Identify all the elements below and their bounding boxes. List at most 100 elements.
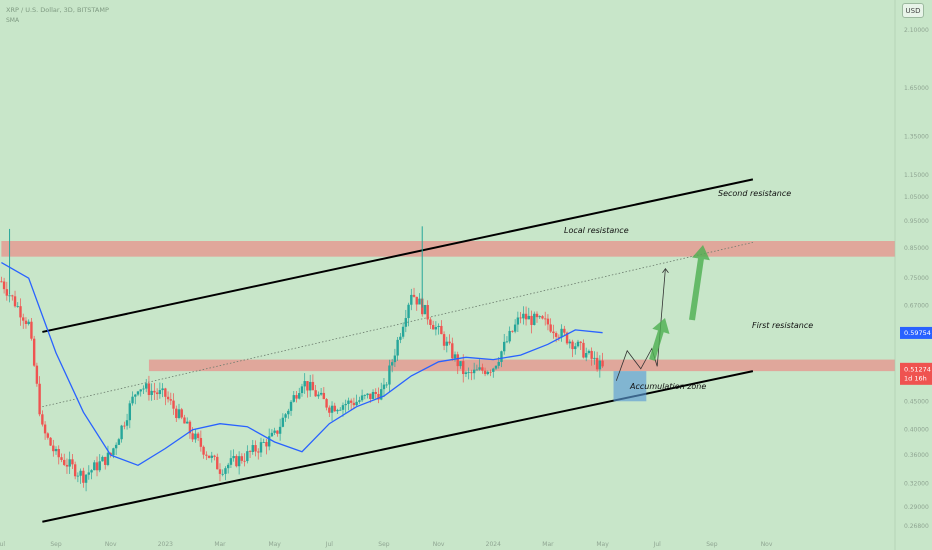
candle-body bbox=[0, 281, 3, 283]
candle-body bbox=[57, 448, 60, 458]
sma-layer bbox=[1, 262, 603, 467]
candle-body bbox=[399, 336, 402, 340]
candle-body bbox=[27, 321, 30, 325]
y-tick-label: 0.40000 bbox=[904, 427, 929, 434]
y-tick-label: 0.32000 bbox=[904, 480, 929, 487]
candle-body bbox=[68, 459, 71, 467]
candle-body bbox=[380, 389, 383, 400]
currency-button[interactable]: USD bbox=[902, 3, 924, 18]
x-tick-label: 2023 bbox=[158, 541, 173, 548]
indicator-title: SMA bbox=[6, 17, 20, 24]
y-tick-label: 0.29000 bbox=[904, 504, 929, 511]
candle-body bbox=[505, 341, 509, 343]
candle-body bbox=[273, 430, 276, 433]
candle-body bbox=[232, 456, 235, 459]
candle-body bbox=[287, 410, 290, 415]
candle-body bbox=[339, 409, 342, 411]
candle-body bbox=[289, 401, 293, 411]
green-arrow-small bbox=[649, 318, 670, 361]
candle-body bbox=[445, 341, 449, 346]
candle-body bbox=[456, 354, 459, 367]
candle-body bbox=[478, 367, 481, 370]
candle-body bbox=[470, 372, 473, 374]
candle-body bbox=[123, 425, 126, 427]
candle-body bbox=[114, 444, 118, 449]
candle-body bbox=[410, 294, 413, 305]
annotation-accumulation-zone: Accumulation zone bbox=[629, 382, 706, 391]
candle-body bbox=[125, 420, 129, 426]
candle-body bbox=[341, 405, 345, 410]
annotation-first-resistance: First resistance bbox=[752, 321, 813, 330]
candle-body bbox=[84, 474, 88, 483]
y-tick-label: 0.75000 bbox=[904, 275, 929, 282]
candle-body bbox=[43, 424, 47, 434]
candle-body bbox=[153, 390, 156, 393]
candle-body bbox=[560, 328, 563, 338]
candle-body bbox=[292, 395, 295, 402]
candle-body bbox=[93, 462, 96, 471]
zones-layer bbox=[1, 241, 896, 372]
candle-body bbox=[22, 317, 25, 321]
candle-body bbox=[475, 369, 479, 371]
candle-body bbox=[429, 319, 432, 325]
candle-body bbox=[185, 421, 189, 424]
candle-body bbox=[95, 462, 99, 471]
projection-layer bbox=[613, 245, 710, 402]
candle-body bbox=[467, 372, 470, 374]
candle-body bbox=[377, 393, 380, 400]
candle-body bbox=[224, 468, 227, 474]
candle-body bbox=[202, 446, 205, 455]
candle-body bbox=[259, 442, 263, 453]
candle-body bbox=[147, 383, 151, 396]
candle-body bbox=[358, 400, 361, 402]
candle-body bbox=[63, 459, 66, 465]
candle-body bbox=[98, 461, 101, 471]
last-price-label bbox=[900, 362, 932, 385]
candle-body bbox=[516, 317, 520, 325]
candle-body bbox=[172, 400, 175, 409]
candle-body bbox=[579, 341, 582, 343]
candle-body bbox=[24, 320, 28, 325]
candle-body bbox=[344, 403, 347, 406]
candle-body bbox=[546, 318, 550, 325]
candle-body bbox=[71, 459, 74, 465]
accumulation-zone bbox=[613, 371, 647, 402]
candle-body bbox=[267, 436, 271, 447]
candle-body bbox=[131, 396, 134, 404]
candle-body bbox=[426, 305, 429, 320]
candle-body bbox=[19, 306, 22, 318]
candle-body bbox=[489, 371, 492, 373]
candle-body bbox=[554, 333, 558, 337]
candle-body bbox=[150, 390, 153, 396]
candle-body bbox=[494, 365, 498, 369]
candle-body bbox=[412, 294, 416, 297]
candle-body bbox=[87, 472, 91, 475]
candle-body bbox=[104, 456, 107, 465]
candle-body bbox=[139, 389, 142, 392]
candle-body bbox=[194, 433, 197, 440]
countdown-text: 1d 16h bbox=[904, 374, 927, 382]
x-tick-label: Sep bbox=[706, 541, 718, 548]
candle-body bbox=[319, 392, 323, 395]
candle-body bbox=[527, 315, 531, 320]
candle-body bbox=[210, 455, 213, 458]
x-tick-label: Mar bbox=[214, 541, 226, 548]
y-tick-label: 1.65000 bbox=[904, 85, 929, 92]
candle-body bbox=[472, 369, 476, 374]
candle-body bbox=[503, 341, 506, 352]
candle-body bbox=[347, 400, 350, 404]
candle-body bbox=[390, 362, 394, 366]
x-tick-label: Jul bbox=[653, 541, 662, 548]
candle-body bbox=[497, 361, 500, 366]
x-tick-label: Sep bbox=[378, 541, 390, 548]
candle-body bbox=[49, 437, 52, 446]
candle-body bbox=[191, 433, 194, 440]
candle-body bbox=[243, 460, 246, 462]
candle-body bbox=[407, 304, 410, 319]
candle-body bbox=[336, 409, 339, 412]
candle-body bbox=[41, 414, 44, 425]
candle-body bbox=[385, 384, 388, 386]
